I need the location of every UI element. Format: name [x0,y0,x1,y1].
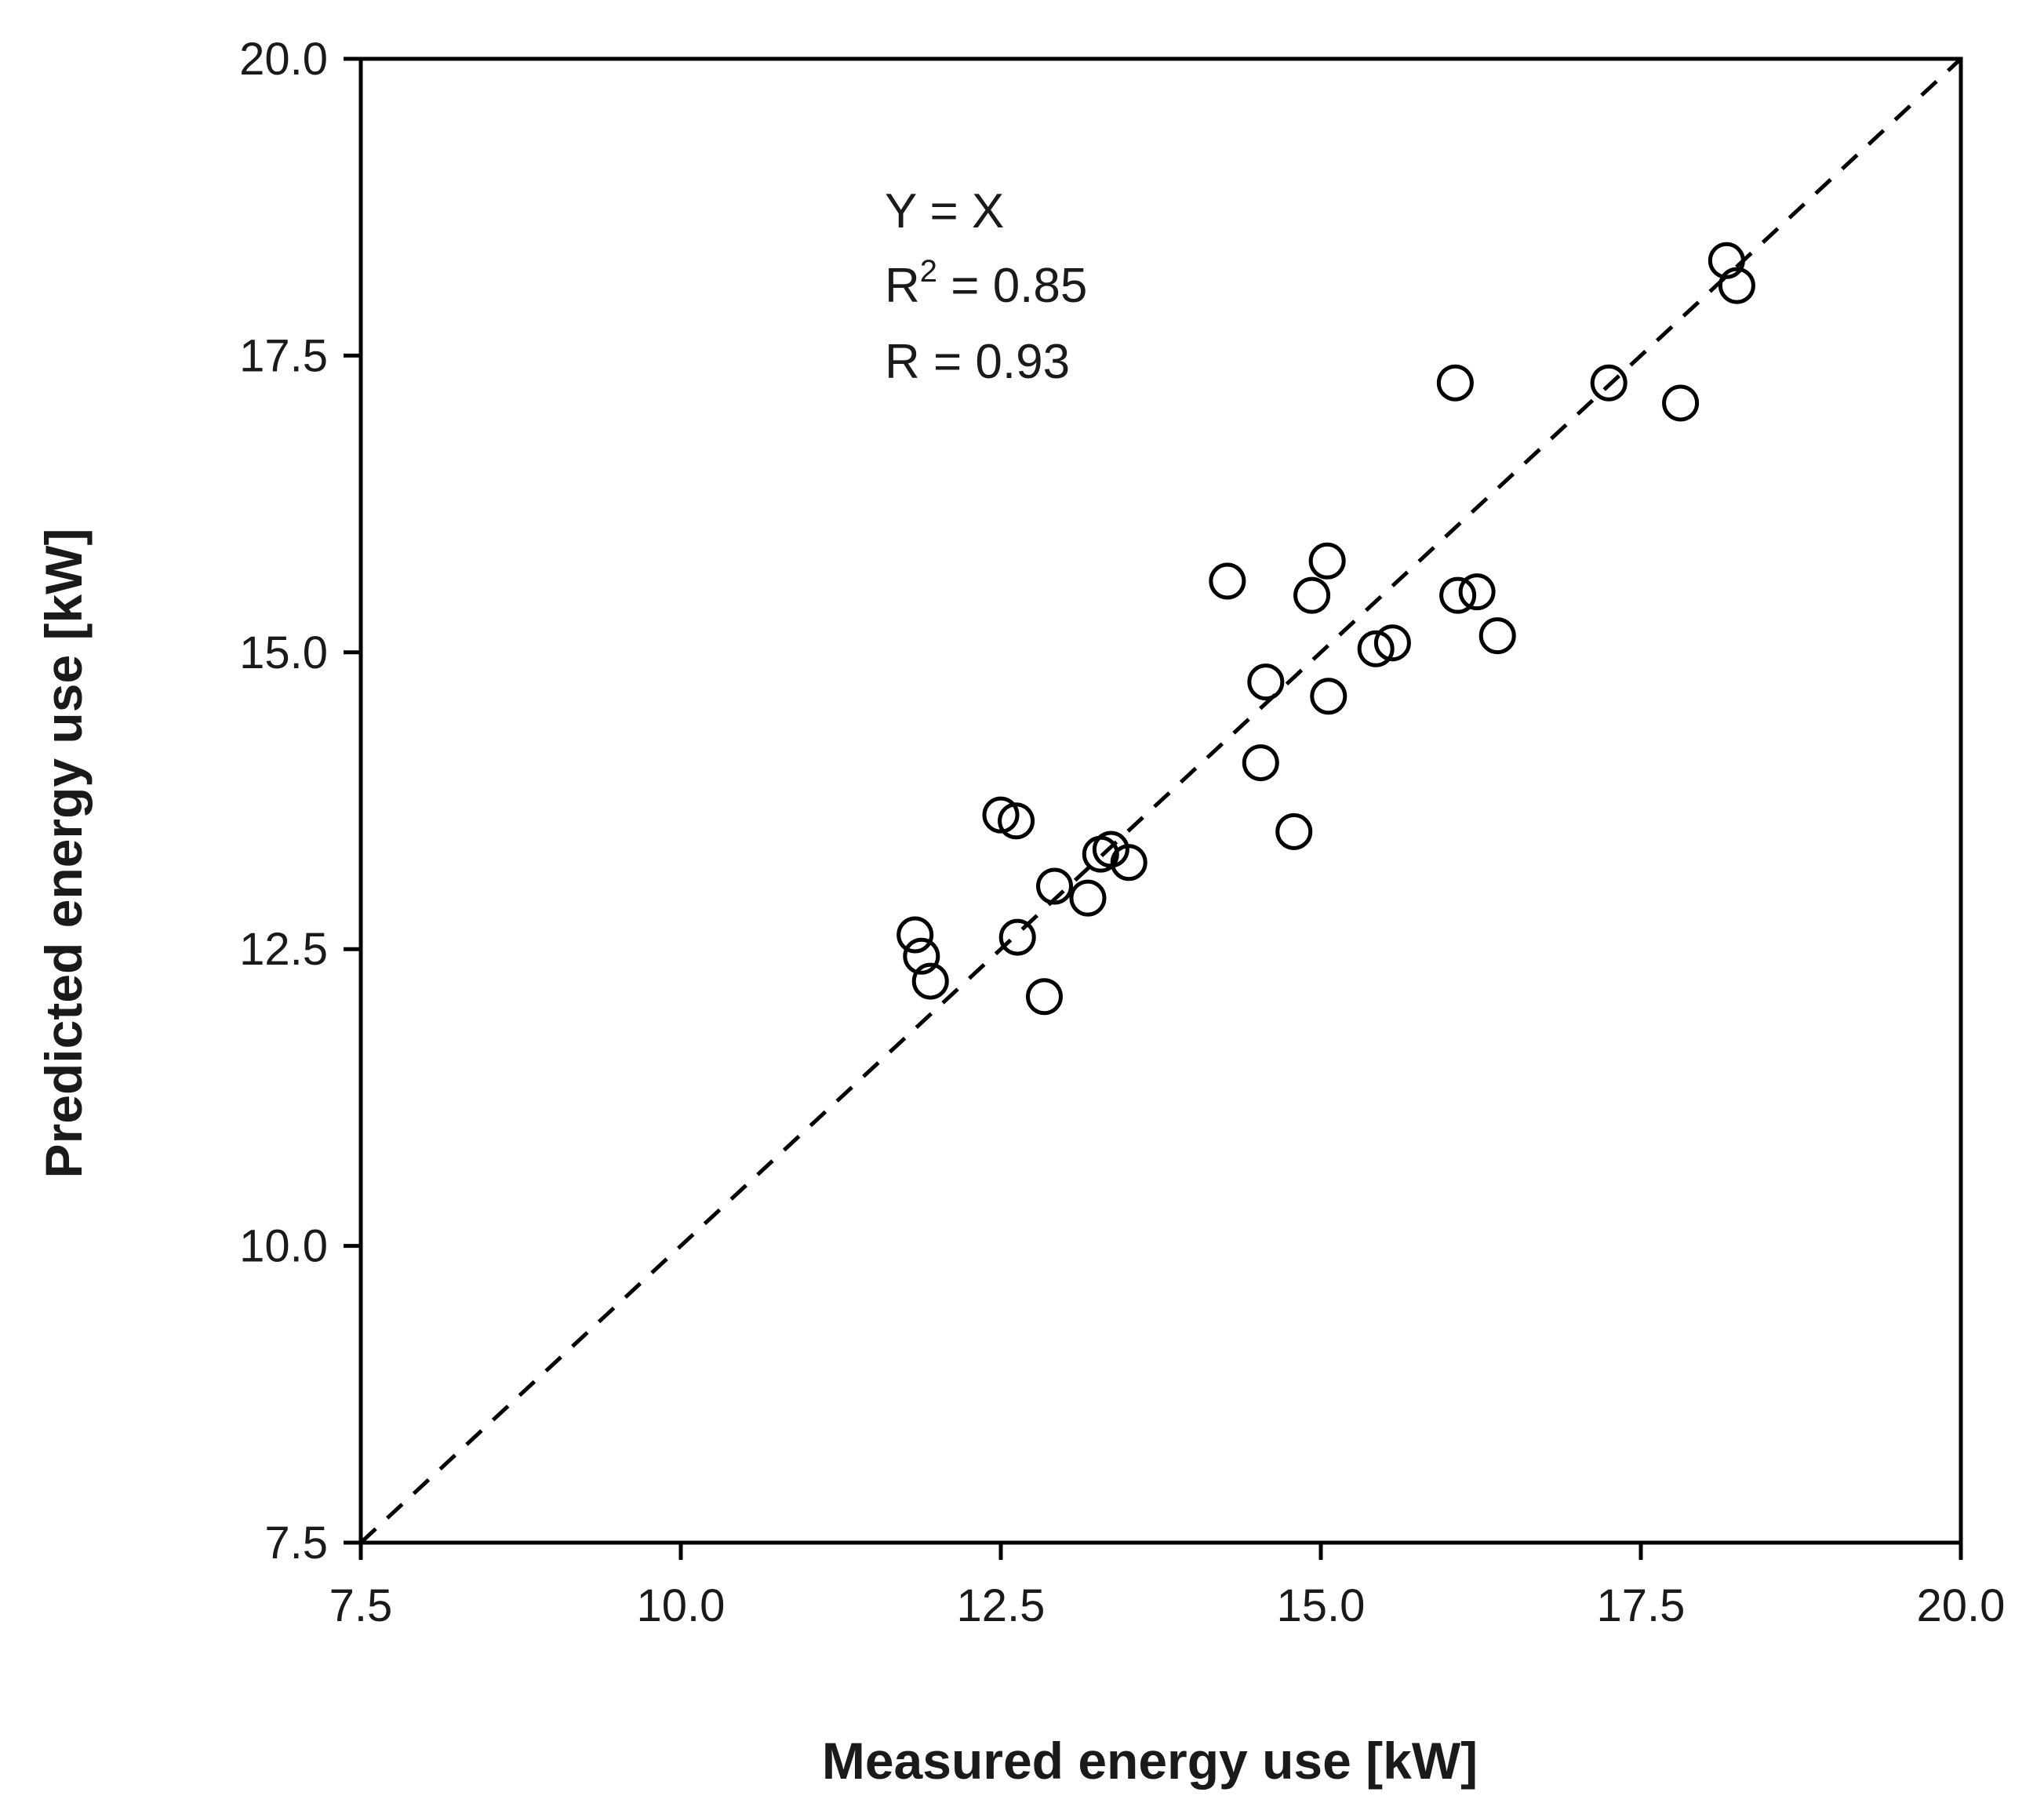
data-point [1458,573,1496,611]
x-tick-label: 20.0 [1917,1580,2006,1631]
y-tick-label: 15.0 [239,627,328,678]
annotation-line-yx: Y = X [885,184,1004,238]
x-axis-ticks: 7.5 10.0 12.5 15.0 17.5 20.0 [329,1543,2006,1631]
data-point [1308,542,1346,580]
data-point [1036,867,1074,905]
data-point [998,918,1036,956]
y-tick-label: 7.5 [264,1518,328,1569]
data-point [1310,678,1348,715]
data-point [1439,576,1477,614]
data-point [1069,879,1107,917]
data-points [897,242,1755,1016]
plot-area-frame [358,56,1963,1545]
annotation-r-squared-prefix: R [885,259,920,313]
y-tick-label: 12.5 [239,924,328,975]
data-point [1662,384,1700,422]
data-point [897,916,934,954]
data-point [1478,617,1516,655]
data-point [1247,663,1285,701]
data-point [1708,242,1745,279]
x-tick-label: 17.5 [1597,1580,1686,1631]
x-tick-label: 12.5 [957,1580,1046,1631]
data-point [1718,267,1755,304]
annotation-r-squared: R2 = 0.85 [885,254,1087,313]
data-point [911,962,949,1000]
y-tick-label: 17.5 [239,330,328,381]
data-point [1357,630,1395,667]
y-axis-ticks: 7.5 10.0 12.5 15.0 17.5 20.0 [239,34,361,1569]
data-point [1293,576,1331,614]
data-point [982,796,1020,834]
x-tick-label: 10.0 [637,1580,726,1631]
annotation-r-squared-value: = 0.85 [937,259,1087,313]
data-point [903,937,940,975]
data-point [1110,844,1147,882]
x-tick-label: 15.0 [1277,1580,1366,1631]
data-point [998,802,1035,840]
data-point [1373,624,1411,662]
data-point [1025,978,1063,1016]
y-tick-label: 10.0 [239,1221,328,1272]
data-point [1436,364,1474,402]
annotation-r-value: R = 0.93 [885,335,1070,389]
data-point [1275,812,1313,850]
y-axis-title: Predicted energy use [kW] [35,529,93,1179]
x-tick-label: 7.5 [329,1580,393,1631]
data-point [1590,364,1628,402]
x-axis-title: Measured energy use [kW] [822,1732,1478,1790]
annotation-r-squared-superscript: 2 [920,254,937,289]
y-tick-label: 20.0 [239,34,328,85]
reference-line-y-equals-x [359,57,1962,1544]
data-point [1209,562,1246,600]
data-point [1242,744,1279,782]
